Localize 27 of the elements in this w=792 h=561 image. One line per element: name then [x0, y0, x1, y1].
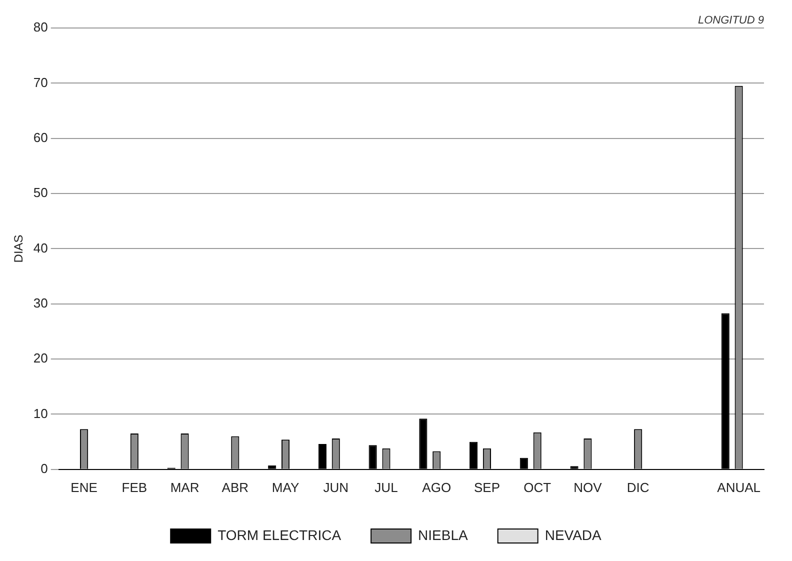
x-tick-label: JUL — [374, 480, 398, 495]
y-tick-label: 0 — [40, 460, 48, 476]
y-tick-label: 50 — [33, 185, 48, 200]
x-tick-label: ENE — [70, 480, 98, 495]
x-tick-label: FEB — [122, 480, 148, 495]
x-tick-label: NOV — [574, 480, 602, 495]
legend-label: TORM ELECTRICA — [218, 526, 342, 543]
x-tick-label: MAY — [272, 480, 300, 495]
text: LONGITUD 9 — [698, 14, 764, 27]
y-tick-label: 30 — [33, 295, 48, 310]
y-tick-label: 10 — [33, 406, 48, 421]
x-tick-label: JUN — [323, 480, 349, 495]
x-tick-label: SEP — [474, 480, 500, 495]
y-tick-label: 20 — [33, 350, 48, 366]
x-tick-label: DIC — [626, 480, 650, 495]
x-tick-label: ABR — [222, 480, 249, 495]
y-tick-label: 60 — [33, 130, 48, 145]
x-tick-label: OCT — [524, 480, 552, 495]
x-tick-label: ANUAL — [717, 480, 760, 495]
y-tick-label: 70 — [33, 74, 48, 90]
legend-label: NEVADA — [544, 526, 602, 543]
y-tick-label: 40 — [33, 240, 48, 256]
y-axis-title: DIAS — [12, 234, 26, 263]
x-tick-label: MAR — [170, 480, 200, 495]
y-tick-label: 80 — [33, 20, 48, 35]
x-tick-label: AGO — [422, 480, 452, 495]
legend-label: NIEBLA — [418, 526, 469, 543]
